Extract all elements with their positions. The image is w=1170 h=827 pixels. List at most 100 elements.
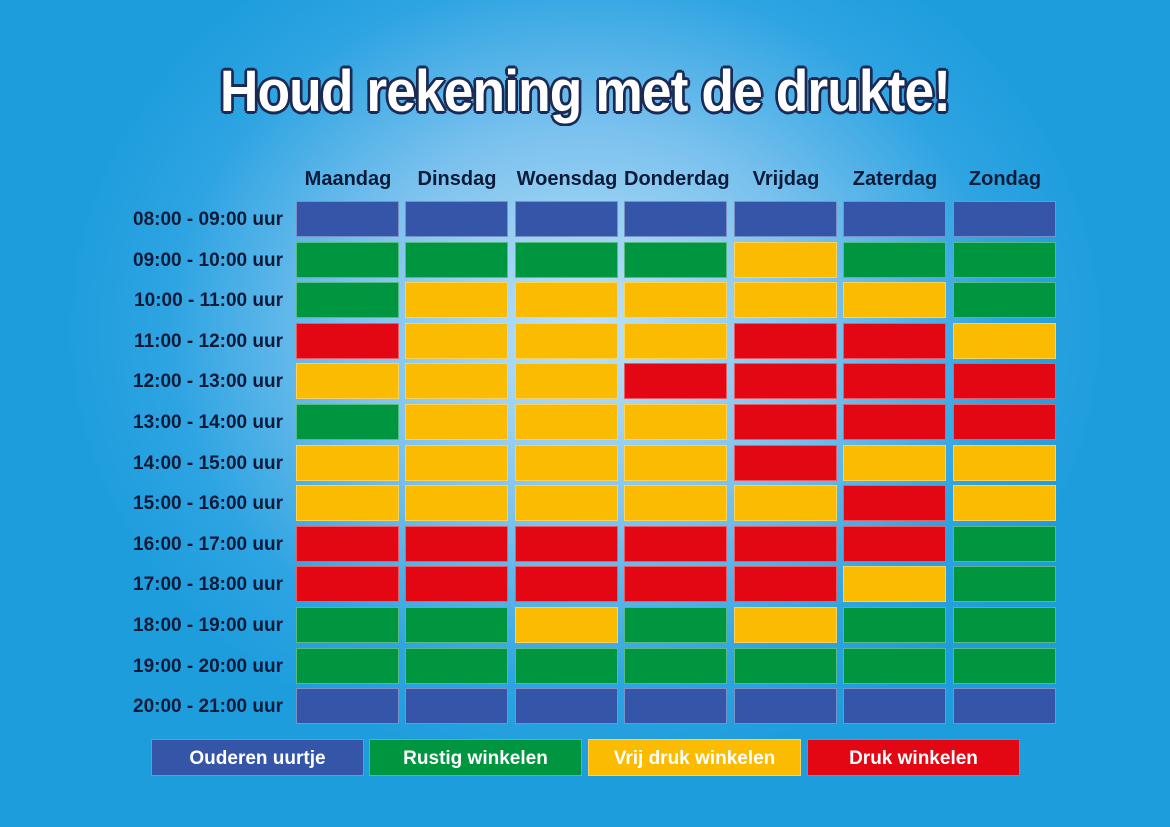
schedule-cell (624, 323, 727, 359)
time-label: 13:00 - 14:00 uur (133, 412, 283, 433)
schedule-cell (405, 485, 508, 521)
legend-item-d: Druk winkelen (807, 739, 1020, 776)
page-title: Houd rekening met de drukte! (219, 59, 951, 124)
schedule-cell (734, 363, 837, 399)
schedule-cell (624, 688, 727, 724)
schedule-cell (296, 607, 399, 643)
schedule-cell (296, 201, 399, 237)
time-label: 16:00 - 17:00 uur (133, 534, 283, 555)
time-label: 18:00 - 19:00 uur (133, 615, 283, 636)
schedule-cell (843, 607, 946, 643)
schedule-cell (734, 282, 837, 318)
time-label: 14:00 - 15:00 uur (133, 453, 283, 474)
schedule-cell (624, 485, 727, 521)
schedule-cell (405, 607, 508, 643)
schedule-cell (296, 445, 399, 481)
time-label: 17:00 - 18:00 uur (133, 574, 283, 595)
schedule-cell (953, 566, 1056, 602)
schedule-cell (843, 363, 946, 399)
schedule-cell (405, 201, 508, 237)
schedule-cell (515, 363, 618, 399)
schedule-cell (734, 607, 837, 643)
schedule-cell (843, 485, 946, 521)
schedule-cell (296, 404, 399, 440)
schedule-cell (405, 363, 508, 399)
schedule-cell (734, 485, 837, 521)
time-label: 20:00 - 21:00 uur (133, 696, 283, 717)
schedule-cell (515, 282, 618, 318)
schedule-cell (953, 323, 1056, 359)
schedule-cell (624, 526, 727, 562)
schedule-cell (843, 688, 946, 724)
schedule-cell (624, 242, 727, 278)
schedule-cell (953, 688, 1056, 724)
time-label: 19:00 - 20:00 uur (133, 656, 283, 677)
schedule-cell (624, 445, 727, 481)
schedule-cell (953, 648, 1056, 684)
schedule-cell (296, 242, 399, 278)
schedule-cell (624, 282, 727, 318)
schedule-cell (296, 648, 399, 684)
legend-item-v: Vrij druk winkelen (588, 739, 801, 776)
time-label: 08:00 - 09:00 uur (133, 209, 283, 230)
schedule-cell (734, 323, 837, 359)
schedule-cell (843, 242, 946, 278)
schedule-cell (296, 566, 399, 602)
schedule-cell (296, 363, 399, 399)
schedule-cell (953, 607, 1056, 643)
schedule-cell (624, 566, 727, 602)
schedule-cell (296, 526, 399, 562)
day-header-dinsdag: Dinsdag (417, 168, 497, 190)
schedule-cell (953, 282, 1056, 318)
schedule-cell (624, 404, 727, 440)
schedule-cell (953, 445, 1056, 481)
schedule-cell (405, 323, 508, 359)
schedule-cell (515, 242, 618, 278)
schedule-cell (734, 404, 837, 440)
schedule-cell (734, 445, 837, 481)
schedule-cell (515, 404, 618, 440)
time-label: 10:00 - 11:00 uur (134, 290, 283, 311)
schedule-cell (515, 445, 618, 481)
schedule-cell (843, 648, 946, 684)
schedule-cell (953, 526, 1056, 562)
schedule-cell (296, 688, 399, 724)
schedule-cell (405, 242, 508, 278)
time-label: 09:00 - 10:00 uur (133, 250, 283, 271)
schedule-cell (843, 566, 946, 602)
schedule-cell (515, 607, 618, 643)
schedule-cell (843, 282, 946, 318)
day-header-donderdag: Donderdag (624, 168, 730, 190)
schedule-cell (405, 282, 508, 318)
schedule-cell (843, 201, 946, 237)
time-label: 11:00 - 12:00 uur (134, 331, 283, 352)
schedule-cell (624, 363, 727, 399)
schedule-cell (953, 485, 1056, 521)
schedule-cell (405, 404, 508, 440)
schedule-cell (515, 648, 618, 684)
schedule-cell (405, 526, 508, 562)
schedule-cell (953, 363, 1056, 399)
schedule-cell (624, 607, 727, 643)
day-header-zondag: Zondag (968, 168, 1042, 190)
schedule-cell (515, 323, 618, 359)
schedule-cell (843, 445, 946, 481)
time-label: 15:00 - 16:00 uur (133, 493, 283, 514)
schedule-cell (515, 566, 618, 602)
schedule-cell (405, 566, 508, 602)
day-header-zaterdag: Zaterdag (852, 168, 938, 190)
schedule-cell (734, 648, 837, 684)
day-header-maandag: Maandag (304, 168, 392, 190)
schedule-cell (843, 404, 946, 440)
schedule-cell (405, 688, 508, 724)
schedule-cell (734, 566, 837, 602)
schedule-cell (953, 201, 1056, 237)
schedule-cell (296, 485, 399, 521)
schedule-cell (843, 323, 946, 359)
schedule-cell (296, 282, 399, 318)
schedule-cell (734, 242, 837, 278)
day-header-woensdag: Woensdag (516, 168, 618, 190)
schedule-cell (734, 201, 837, 237)
schedule-cell (405, 648, 508, 684)
day-header-vrijdag: Vrijdag (752, 168, 820, 190)
